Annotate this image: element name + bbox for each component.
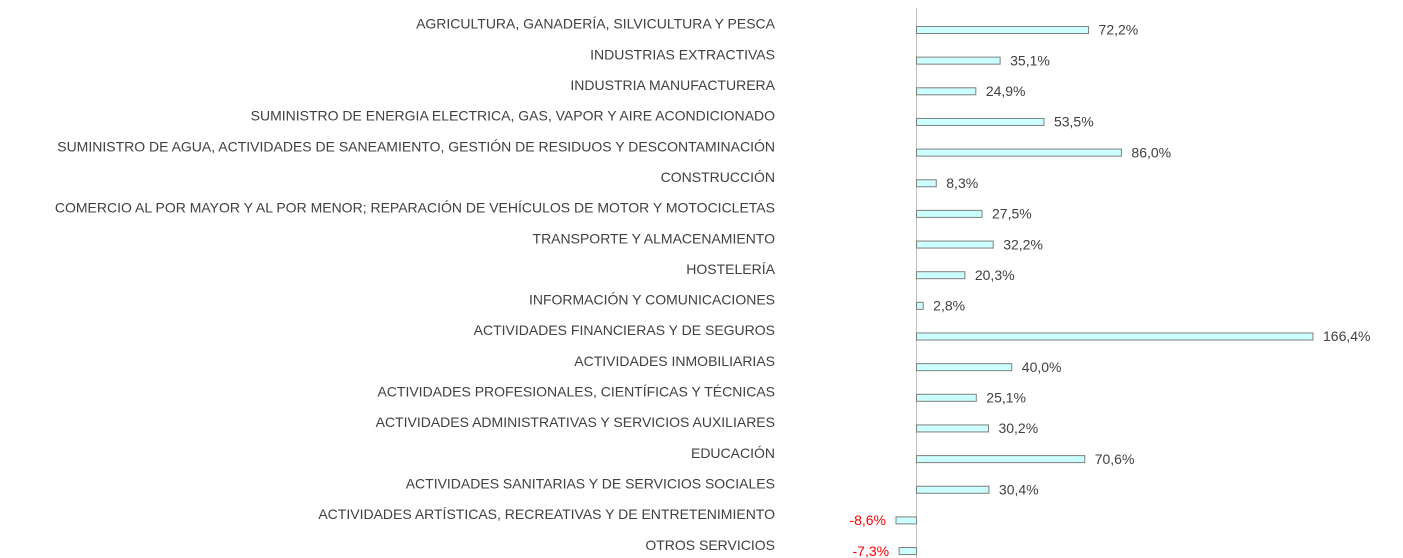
value-label: 2,8%	[933, 298, 965, 314]
category-label: CONSTRUCCIÓN	[661, 169, 775, 185]
value-label: -8,6%	[849, 512, 886, 528]
value-label: 27,5%	[992, 206, 1032, 222]
value-label: 166,4%	[1323, 328, 1370, 344]
bar	[895, 516, 917, 525]
bar	[915, 26, 1090, 34]
bar	[915, 393, 977, 402]
bar	[915, 179, 937, 188]
bar	[915, 56, 1001, 65]
category-label: HOSTELERÍA	[686, 261, 775, 277]
value-label: 86,0%	[1131, 144, 1171, 160]
bar	[915, 209, 983, 218]
bar	[915, 363, 1013, 372]
bar	[915, 240, 994, 249]
value-label: 70,6%	[1095, 451, 1135, 467]
category-label: ACTIVIDADES INMOBILIARIAS	[574, 353, 775, 369]
bar	[915, 271, 966, 280]
value-label: 30,2%	[998, 420, 1038, 436]
bar	[915, 117, 1045, 126]
value-label: 25,1%	[986, 390, 1026, 406]
category-label: ACTIVIDADES FINANCIERAS Y DE SEGUROS	[474, 322, 775, 338]
bar	[915, 485, 990, 494]
value-label: 8,3%	[946, 175, 978, 191]
value-label: 72,2%	[1099, 22, 1139, 38]
bar	[915, 87, 977, 96]
bar	[915, 148, 1122, 157]
bar	[915, 332, 1314, 341]
value-label: 35,1%	[1010, 52, 1050, 68]
value-label: 30,4%	[999, 481, 1039, 497]
value-label: 40,0%	[1022, 359, 1062, 375]
category-label: SUMINISTRO DE ENERGIA ELECTRICA, GAS, VA…	[251, 108, 775, 124]
bar	[915, 301, 924, 310]
bar	[898, 547, 917, 556]
category-label: AGRICULTURA, GANADERÍA, SILVICULTURA Y P…	[416, 16, 776, 32]
category-label: ACTIVIDADES ADMINISTRATIVAS Y SERVICIOS …	[376, 414, 775, 430]
category-label: EDUCACIÓN	[691, 445, 775, 461]
value-label: -7,3%	[853, 543, 890, 558]
value-label: 53,5%	[1054, 114, 1094, 130]
category-label: INFORMACIÓN Y COMUNICACIONES	[529, 292, 775, 308]
category-label: COMERCIO AL POR MAYOR Y AL POR MENOR; RE…	[55, 200, 775, 216]
category-label: INDUSTRIA MANUFACTURERA	[570, 77, 775, 93]
category-label: ACTIVIDADES PROFESIONALES, CIENTÍFICAS Y…	[377, 384, 775, 400]
category-label: INDUSTRIAS EXTRACTIVAS	[590, 46, 775, 62]
value-label: 24,9%	[986, 83, 1026, 99]
category-label: SUMINISTRO DE AGUA, ACTIVIDADES DE SANEA…	[57, 138, 775, 154]
value-label: 20,3%	[975, 267, 1015, 283]
value-label: 32,2%	[1003, 236, 1043, 252]
category-label: OTROS SERVICIOS	[645, 537, 775, 553]
bar	[915, 424, 989, 433]
category-label: ACTIVIDADES ARTÍSTICAS, RECREATIVAS Y DE…	[318, 506, 775, 522]
category-label: ACTIVIDADES SANITARIAS Y DE SERVICIOS SO…	[406, 475, 775, 491]
bar	[915, 455, 1086, 464]
category-label: TRANSPORTE Y ALMACENAMIENTO	[533, 230, 776, 246]
